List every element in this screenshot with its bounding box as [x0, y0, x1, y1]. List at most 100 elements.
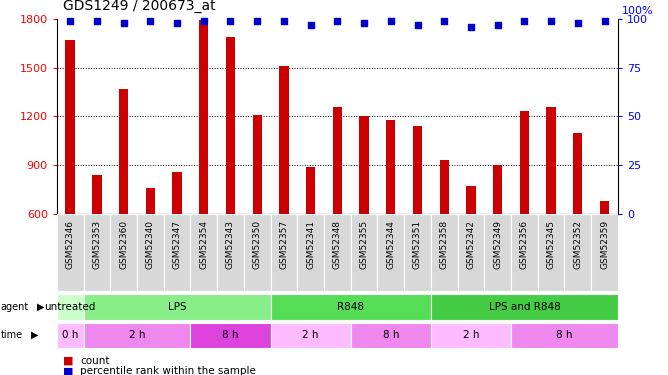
- Text: count: count: [80, 356, 110, 366]
- Point: [225, 18, 236, 24]
- Text: GSM52340: GSM52340: [146, 220, 155, 269]
- FancyBboxPatch shape: [271, 214, 297, 291]
- Bar: [333, 106, 342, 214]
- Bar: [92, 175, 102, 214]
- Point: [279, 18, 289, 24]
- Text: time: time: [1, 330, 23, 340]
- Bar: [573, 132, 582, 214]
- Text: GSM52342: GSM52342: [466, 220, 476, 269]
- FancyBboxPatch shape: [324, 214, 351, 291]
- FancyBboxPatch shape: [377, 214, 404, 291]
- Bar: [146, 188, 155, 214]
- FancyBboxPatch shape: [431, 214, 458, 291]
- Text: 2 h: 2 h: [129, 330, 145, 340]
- FancyBboxPatch shape: [190, 322, 271, 348]
- FancyBboxPatch shape: [297, 214, 324, 291]
- Point: [252, 18, 263, 24]
- FancyBboxPatch shape: [137, 214, 164, 291]
- FancyBboxPatch shape: [57, 214, 84, 291]
- Point: [359, 20, 369, 26]
- Bar: [466, 186, 476, 214]
- Text: ■: ■: [63, 366, 74, 375]
- FancyBboxPatch shape: [484, 214, 511, 291]
- FancyBboxPatch shape: [271, 322, 351, 348]
- Point: [546, 18, 556, 24]
- FancyBboxPatch shape: [190, 214, 217, 291]
- Text: GSM52358: GSM52358: [440, 220, 449, 269]
- Text: percentile rank within the sample: percentile rank within the sample: [80, 366, 256, 375]
- Text: 8 h: 8 h: [383, 330, 399, 340]
- Point: [492, 22, 503, 28]
- Bar: [172, 171, 182, 214]
- FancyBboxPatch shape: [404, 214, 431, 291]
- FancyBboxPatch shape: [84, 322, 190, 348]
- FancyBboxPatch shape: [84, 294, 271, 320]
- Text: GSM52352: GSM52352: [573, 220, 582, 269]
- Point: [92, 18, 102, 24]
- FancyBboxPatch shape: [564, 214, 591, 291]
- FancyBboxPatch shape: [244, 214, 271, 291]
- Text: GSM52341: GSM52341: [306, 220, 315, 269]
- Text: GSM52349: GSM52349: [493, 220, 502, 269]
- Text: GSM52359: GSM52359: [600, 220, 609, 269]
- Bar: [493, 165, 502, 214]
- Text: GSM52356: GSM52356: [520, 220, 529, 269]
- Text: 100%: 100%: [622, 6, 654, 16]
- Text: GSM52355: GSM52355: [359, 220, 369, 269]
- FancyBboxPatch shape: [538, 214, 564, 291]
- Bar: [306, 166, 315, 214]
- Text: GSM52353: GSM52353: [92, 220, 102, 269]
- Bar: [279, 66, 289, 214]
- Text: 8 h: 8 h: [222, 330, 238, 340]
- Text: LPS and R848: LPS and R848: [488, 302, 560, 312]
- Text: ■: ■: [63, 356, 74, 366]
- Bar: [600, 201, 609, 214]
- Bar: [520, 111, 529, 214]
- Text: GSM52343: GSM52343: [226, 220, 235, 269]
- FancyBboxPatch shape: [591, 214, 618, 291]
- Bar: [359, 116, 369, 214]
- Text: 2 h: 2 h: [463, 330, 479, 340]
- FancyBboxPatch shape: [511, 214, 538, 291]
- Text: GSM52350: GSM52350: [253, 220, 262, 269]
- Text: 2 h: 2 h: [303, 330, 319, 340]
- Text: GSM52344: GSM52344: [386, 220, 395, 269]
- FancyBboxPatch shape: [431, 322, 511, 348]
- Text: GSM52345: GSM52345: [546, 220, 556, 269]
- Text: GSM52360: GSM52360: [119, 220, 128, 269]
- Bar: [199, 20, 208, 214]
- FancyBboxPatch shape: [511, 322, 618, 348]
- FancyBboxPatch shape: [351, 214, 377, 291]
- Text: GSM52347: GSM52347: [172, 220, 182, 269]
- Text: R848: R848: [337, 302, 364, 312]
- Point: [145, 18, 156, 24]
- Point: [305, 22, 316, 28]
- Text: GSM52351: GSM52351: [413, 220, 422, 269]
- Point: [599, 18, 610, 24]
- Bar: [253, 115, 262, 214]
- Point: [466, 24, 476, 30]
- Text: ▶: ▶: [37, 302, 44, 312]
- Text: agent: agent: [1, 302, 29, 312]
- Text: 0 h: 0 h: [62, 330, 78, 340]
- Point: [332, 18, 343, 24]
- Point: [385, 18, 396, 24]
- Bar: [65, 40, 75, 214]
- FancyBboxPatch shape: [164, 214, 190, 291]
- Text: untreated: untreated: [45, 302, 96, 312]
- FancyBboxPatch shape: [57, 322, 84, 348]
- Text: GSM52346: GSM52346: [65, 220, 75, 269]
- FancyBboxPatch shape: [431, 294, 618, 320]
- FancyBboxPatch shape: [271, 294, 431, 320]
- Point: [519, 18, 530, 24]
- Bar: [413, 126, 422, 214]
- FancyBboxPatch shape: [351, 322, 431, 348]
- Bar: [386, 120, 395, 214]
- Point: [65, 18, 75, 24]
- Bar: [119, 88, 128, 214]
- Bar: [440, 160, 449, 214]
- Text: GSM52357: GSM52357: [279, 220, 289, 269]
- Bar: [226, 37, 235, 214]
- Point: [172, 20, 182, 26]
- Text: LPS: LPS: [168, 302, 186, 312]
